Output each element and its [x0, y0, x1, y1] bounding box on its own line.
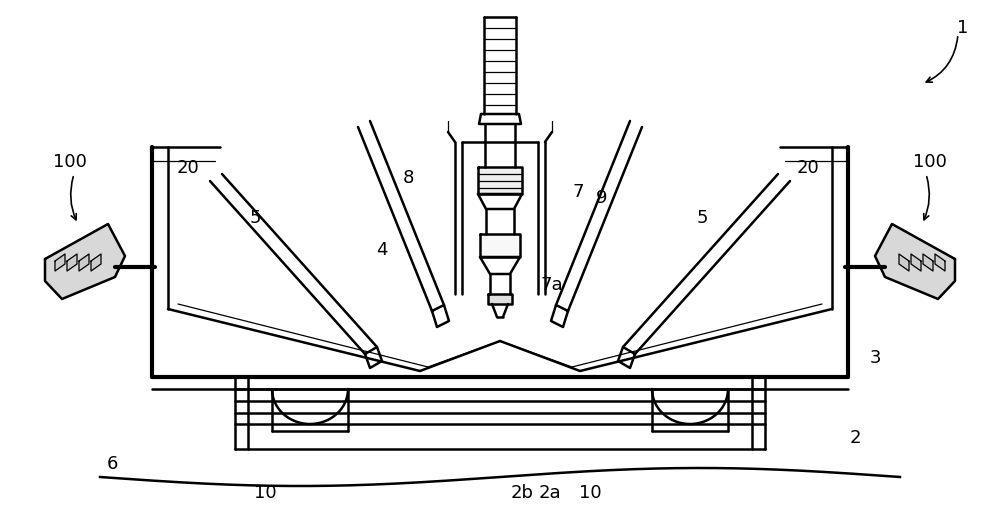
- Text: 6: 6: [106, 454, 118, 472]
- Text: 10: 10: [254, 483, 276, 501]
- Text: 2b: 2b: [511, 483, 534, 501]
- Text: 2: 2: [849, 428, 861, 446]
- Text: 2a: 2a: [539, 483, 561, 501]
- Polygon shape: [45, 224, 125, 299]
- Text: 10: 10: [579, 483, 601, 501]
- Polygon shape: [911, 254, 921, 271]
- Text: 3: 3: [869, 348, 881, 366]
- Polygon shape: [488, 294, 512, 304]
- Text: 7: 7: [572, 183, 584, 201]
- Polygon shape: [67, 254, 77, 271]
- Polygon shape: [55, 254, 65, 271]
- Text: 7a: 7a: [541, 275, 563, 293]
- Polygon shape: [79, 254, 89, 271]
- Polygon shape: [91, 254, 101, 271]
- Text: 4: 4: [376, 241, 388, 259]
- Text: 100: 100: [53, 153, 87, 171]
- Text: 5: 5: [696, 209, 708, 227]
- Text: 8: 8: [402, 168, 414, 187]
- Text: 1: 1: [957, 19, 969, 37]
- Polygon shape: [478, 167, 522, 194]
- Text: 9: 9: [596, 189, 608, 207]
- Polygon shape: [923, 254, 933, 271]
- Polygon shape: [935, 254, 945, 271]
- Polygon shape: [875, 224, 955, 299]
- Text: 20: 20: [797, 159, 819, 177]
- Text: 100: 100: [913, 153, 947, 171]
- Text: 20: 20: [177, 159, 199, 177]
- Polygon shape: [899, 254, 909, 271]
- Text: 5: 5: [249, 209, 261, 227]
- Polygon shape: [480, 235, 520, 258]
